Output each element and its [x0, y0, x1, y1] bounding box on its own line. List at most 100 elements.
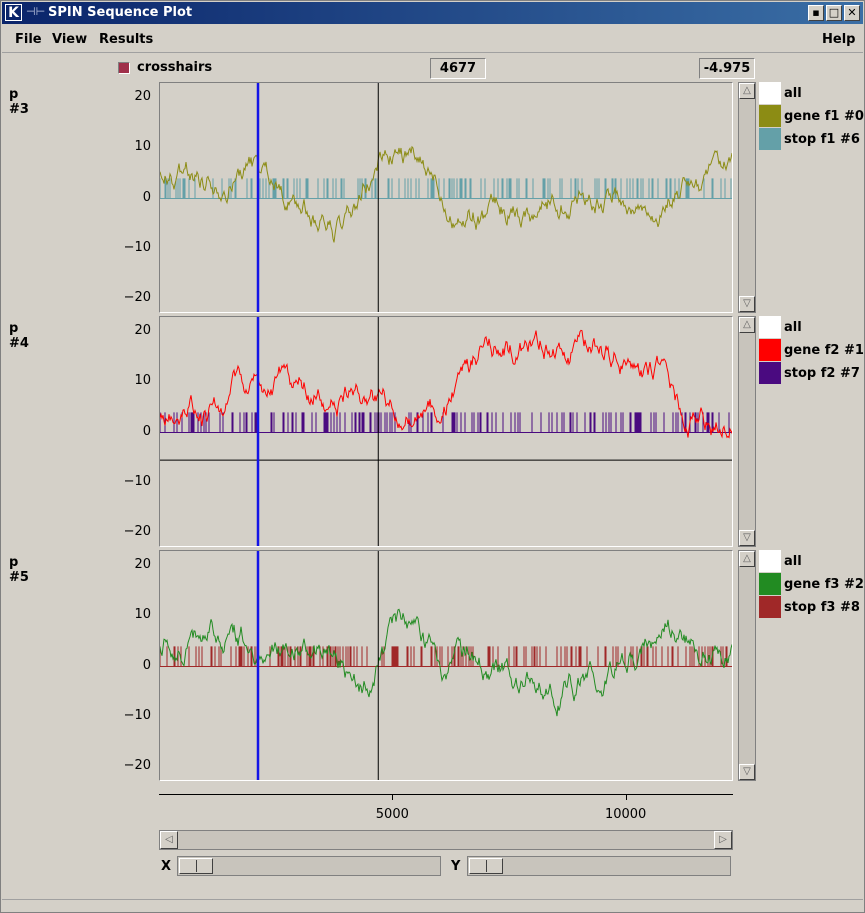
x-axis: 5000 10000 — [159, 794, 733, 824]
legend-item[interactable]: all — [759, 316, 859, 338]
legend-label: gene f2 #1 — [784, 343, 864, 358]
x-tick-label: 10000 — [604, 807, 647, 822]
x-tick-label: 5000 — [375, 807, 409, 822]
stop-codon-series — [160, 412, 732, 433]
y-axis: 20 10 0 −10 −20 — [81, 316, 151, 547]
plot-canvas — [160, 551, 732, 780]
minimize-button[interactable]: ▪ — [808, 5, 824, 21]
maximize-button[interactable]: □ — [826, 5, 842, 21]
y-tick-label: −10 — [123, 239, 151, 255]
gene-score-line — [160, 145, 732, 243]
scroll-left-arrow-icon[interactable]: ◁ — [160, 831, 178, 849]
panel-scrollbar[interactable]: △ ▽ — [738, 82, 756, 313]
legend-swatch — [759, 573, 781, 595]
y-tick-label: 0 — [142, 423, 151, 439]
sequence-plot[interactable] — [159, 82, 733, 313]
sequence-plot[interactable] — [159, 316, 733, 547]
legend-label: all — [784, 320, 802, 335]
x-zoom-label: X — [161, 859, 172, 874]
y-tick-label: −20 — [123, 523, 151, 539]
scroll-up-arrow-icon[interactable]: △ — [739, 317, 755, 333]
panel-scrollbar[interactable]: △ ▽ — [738, 316, 756, 547]
y-zoom-slider[interactable] — [467, 856, 731, 876]
legend-swatch — [759, 82, 781, 104]
legend-swatch — [759, 339, 781, 361]
crosshair-x-value: 4677 — [430, 58, 486, 79]
y-tick-label: 20 — [134, 323, 151, 339]
x-tick-mark — [625, 795, 627, 800]
y-tick-label: 20 — [134, 557, 151, 573]
x-zoom-slider[interactable] — [177, 856, 441, 876]
y-tick-label: −20 — [123, 757, 151, 773]
legend-item[interactable]: all — [759, 82, 859, 104]
y-tick-label: −10 — [123, 473, 151, 489]
legend-item[interactable]: all — [759, 550, 859, 572]
y-tick-label: 0 — [142, 189, 151, 205]
crosshair-toolbar: crosshairs 4677 -4.975 — [2, 56, 863, 80]
sequence-plot[interactable] — [159, 550, 733, 781]
legend-label: stop f2 #7 — [784, 366, 860, 381]
y-zoom-label: Y — [451, 859, 461, 874]
panel-label: p #5 — [9, 555, 29, 585]
legend-swatch — [759, 550, 781, 572]
y-zoom-thumb[interactable] — [469, 858, 503, 874]
legend-label: all — [784, 554, 802, 569]
scroll-up-arrow-icon[interactable]: △ — [739, 551, 755, 567]
menu-file[interactable]: File — [15, 32, 42, 47]
gene-score-line — [160, 329, 732, 439]
horizontal-scrollbar[interactable]: ◁ ▷ — [159, 830, 733, 850]
y-axis: 20 10 0 −10 −20 — [81, 82, 151, 313]
scroll-down-arrow-icon[interactable]: ▽ — [739, 764, 755, 780]
legend-item[interactable]: gene f1 #0 — [759, 105, 864, 127]
y-tick-label: −10 — [123, 707, 151, 723]
y-tick-label: 10 — [134, 607, 151, 623]
y-tick-label: 10 — [134, 139, 151, 155]
y-tick-label: 0 — [142, 657, 151, 673]
y-tick-label: 20 — [134, 89, 151, 105]
crosshairs-label: crosshairs — [137, 60, 213, 75]
scroll-down-arrow-icon[interactable]: ▽ — [739, 296, 755, 312]
legend-swatch — [759, 316, 781, 338]
menu-results[interactable]: Results — [99, 32, 154, 47]
scroll-down-arrow-icon[interactable]: ▽ — [739, 530, 755, 546]
legend-item[interactable]: gene f2 #1 — [759, 339, 864, 361]
stop-codon-series — [160, 646, 732, 667]
legend-item[interactable]: gene f3 #2 — [759, 573, 864, 595]
legend-label: all — [784, 86, 802, 101]
legend-label: stop f1 #6 — [784, 132, 860, 147]
y-axis: 20 10 0 −10 −20 — [81, 550, 151, 781]
legend-swatch — [759, 362, 781, 384]
close-button[interactable]: ✕ — [844, 5, 860, 21]
stop-codon-series — [160, 178, 732, 199]
x-tick-mark — [392, 795, 394, 800]
pin-icon[interactable]: ⊣⊢ — [26, 5, 46, 18]
plot-canvas — [160, 83, 732, 312]
menu-help[interactable]: Help — [822, 32, 856, 47]
status-bar — [2, 899, 863, 911]
legend-swatch — [759, 105, 781, 127]
menu-view[interactable]: View — [52, 32, 88, 47]
crosshair-y-value: -4.975 — [699, 58, 755, 79]
window-title: SPIN Sequence Plot — [48, 5, 193, 20]
legend-item[interactable]: stop f2 #7 — [759, 362, 860, 384]
legend-swatch — [759, 128, 781, 150]
legend-label: stop f3 #8 — [784, 600, 860, 615]
panel-scrollbar[interactable]: △ ▽ — [738, 550, 756, 781]
menu-bar: File View Results Help — [2, 26, 863, 53]
legend-label: gene f3 #2 — [784, 577, 864, 592]
app-logo-icon: K — [5, 4, 22, 21]
scroll-right-arrow-icon[interactable]: ▷ — [714, 831, 732, 849]
y-tick-label: −20 — [123, 289, 151, 305]
legend-label: gene f1 #0 — [784, 109, 864, 124]
plot-canvas — [160, 317, 732, 546]
crosshairs-checkbox[interactable] — [118, 62, 130, 74]
panel-label: p #3 — [9, 87, 29, 117]
title-bar[interactable]: K ⊣⊢ SPIN Sequence Plot ▪ □ ✕ — [2, 2, 863, 24]
legend-item[interactable]: stop f3 #8 — [759, 596, 860, 618]
legend-item[interactable]: stop f1 #6 — [759, 128, 860, 150]
gene-score-line — [160, 608, 732, 717]
x-zoom-thumb[interactable] — [179, 858, 213, 874]
scroll-up-arrow-icon[interactable]: △ — [739, 83, 755, 99]
y-tick-label: 10 — [134, 373, 151, 389]
